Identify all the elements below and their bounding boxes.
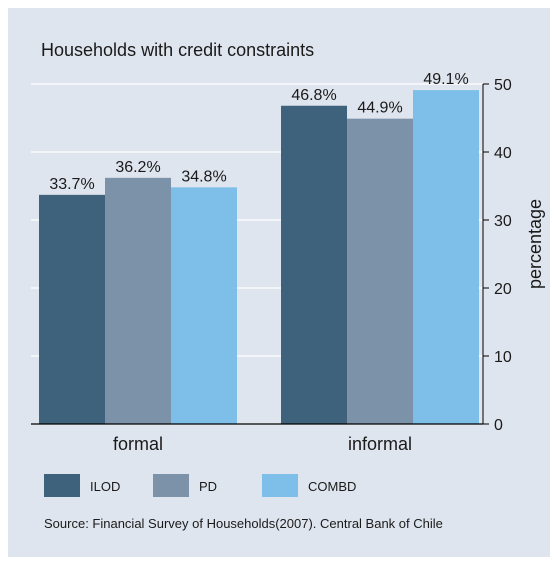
source-note: Source: Financial Survey of Households(2…	[44, 516, 443, 531]
bar-value-label: 36.2%	[115, 159, 160, 176]
bar-value-label: 33.7%	[49, 176, 94, 193]
chart-panel: 33.7% 36.2% 34.8% 46.8% 44.9% 49.1% 0 10 20 30 40…	[8, 8, 550, 557]
bars	[39, 90, 479, 425]
y-tick-label: 10	[494, 349, 512, 366]
legend-swatch	[153, 474, 189, 497]
y-tick-label: 0	[494, 417, 503, 434]
bar	[281, 105, 347, 424]
x-tick-label: informal	[348, 434, 412, 454]
legend-label: COMBD	[308, 479, 356, 494]
data-labels: 33.7% 36.2% 34.8% 46.8% 44.9% 49.1%	[49, 71, 468, 193]
bar-value-label: 44.9%	[357, 100, 402, 117]
bar	[171, 187, 237, 424]
y-tick-label: 30	[494, 213, 512, 230]
x-tick-label: formal	[113, 434, 163, 454]
legend: ILOD PD COMBD	[44, 474, 356, 497]
legend-label: PD	[199, 479, 217, 494]
y-tick-label: 20	[494, 281, 512, 298]
axes: 0 10 20 30 40 50 formal informal	[31, 77, 512, 454]
chart-title: Households with credit constraints	[41, 40, 314, 60]
y-tick-label: 50	[494, 77, 512, 94]
bar	[39, 194, 105, 424]
bar	[413, 90, 479, 425]
bar	[105, 177, 171, 424]
bar-value-label: 46.8%	[291, 87, 336, 104]
y-tick-label: 40	[494, 145, 512, 162]
bar-value-label: 49.1%	[423, 71, 468, 88]
bar-value-label: 34.8%	[181, 168, 226, 185]
legend-swatch	[44, 474, 80, 497]
legend-label: ILOD	[90, 479, 120, 494]
bar	[347, 118, 413, 425]
legend-swatch	[262, 474, 298, 497]
bar-chart: 33.7% 36.2% 34.8% 46.8% 44.9% 49.1% 0 10 20 30 40…	[31, 40, 545, 531]
y-axis-label: percentage	[525, 199, 545, 289]
